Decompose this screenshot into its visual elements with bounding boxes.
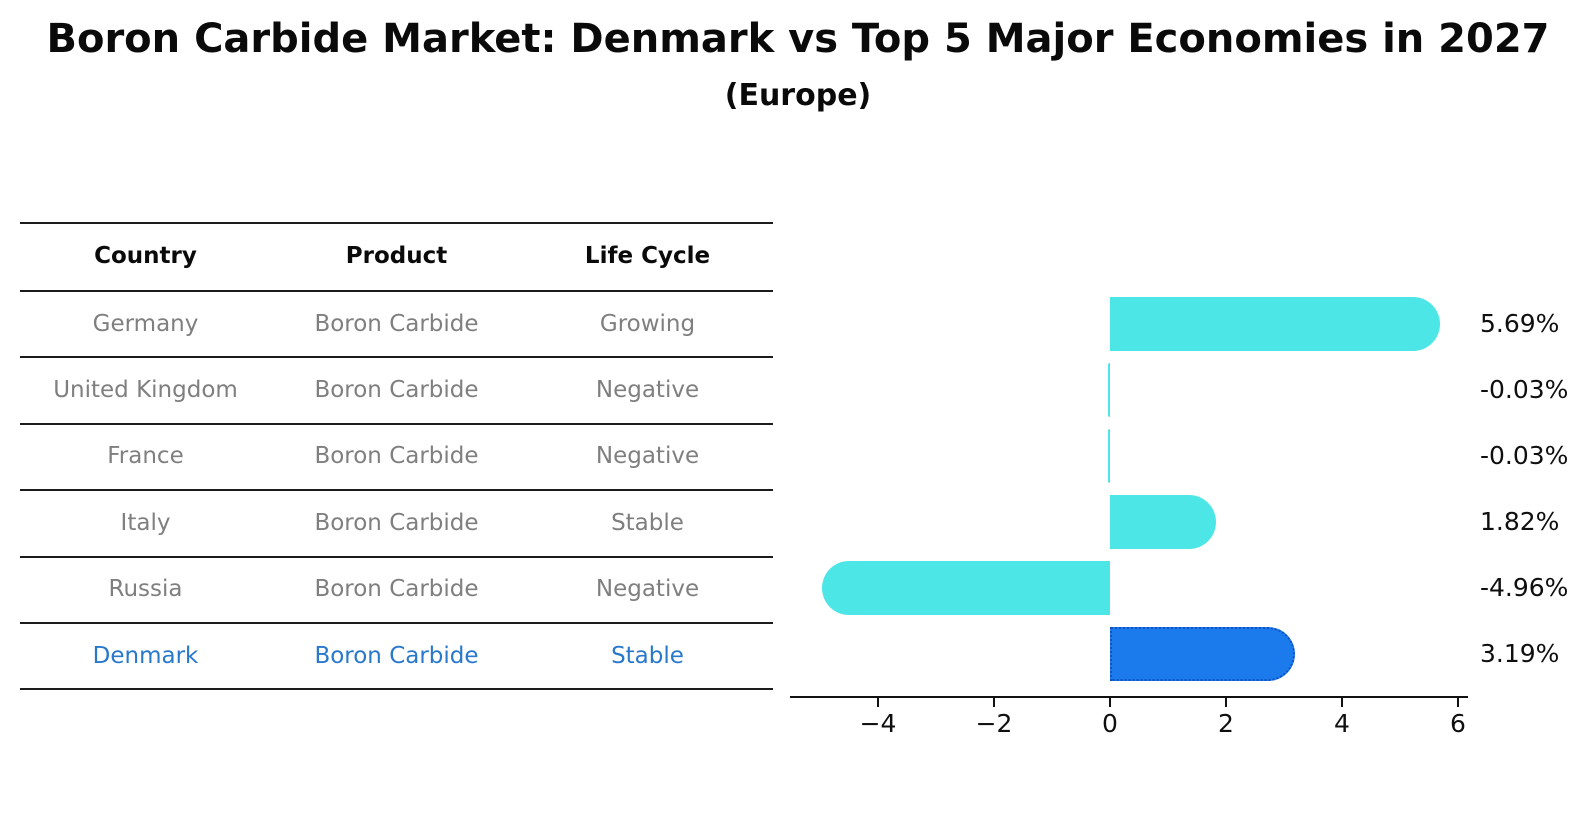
country-table: Country Product Life Cycle Germany Boron… xyxy=(20,222,773,691)
chart-subtitle: (Europe) xyxy=(724,78,872,113)
cell-country: Russia xyxy=(108,576,183,603)
bar-russia xyxy=(822,561,1110,615)
cell-product: Boron Carbide xyxy=(314,509,479,536)
x-tick-label: 2 xyxy=(1218,709,1234,738)
cell-country: United Kingdom xyxy=(53,376,238,403)
x-tick-mark xyxy=(1341,698,1343,707)
x-tick-label: −2 xyxy=(975,709,1013,738)
bar-france xyxy=(1108,429,1110,483)
x-tick-mark xyxy=(877,698,879,707)
col-header-country: Country xyxy=(94,243,197,270)
value-label-italy: 1.82% xyxy=(1480,507,1560,536)
x-tick-label: 6 xyxy=(1450,709,1466,738)
table-row-france: France Boron Carbide Negative xyxy=(20,425,773,492)
bar-italy xyxy=(1110,495,1216,549)
cell-lifecycle: Growing xyxy=(599,310,696,337)
x-tick-label: −4 xyxy=(859,709,897,738)
x-tick-mark xyxy=(993,698,995,707)
cell-country: Denmark xyxy=(92,642,199,669)
cell-product: Boron Carbide xyxy=(314,443,479,470)
value-label-denmark: 3.19% xyxy=(1480,639,1560,668)
x-axis-line xyxy=(790,696,1468,698)
cell-lifecycle: Stable xyxy=(611,642,684,669)
value-label-france: -0.03% xyxy=(1480,441,1569,470)
table-row-denmark: Denmark Boron Carbide Stable xyxy=(20,624,773,691)
cell-lifecycle: Negative xyxy=(595,443,700,470)
cell-product: Boron Carbide xyxy=(314,310,479,337)
cell-lifecycle: Negative xyxy=(595,376,700,403)
x-tick-label: 0 xyxy=(1102,709,1118,738)
table-row-germany: Germany Boron Carbide Growing xyxy=(20,292,773,359)
cell-product: Boron Carbide xyxy=(314,376,479,403)
cell-lifecycle: Negative xyxy=(595,576,700,603)
x-tick-label: 4 xyxy=(1334,709,1350,738)
col-header-product: Product xyxy=(345,243,448,270)
table-row-united-kingdom: United Kingdom Boron Carbide Negative xyxy=(20,358,773,425)
bar-denmark xyxy=(1110,627,1296,681)
x-tick-mark xyxy=(1109,698,1111,707)
cell-lifecycle: Stable xyxy=(611,509,684,536)
chart-title: Boron Carbide Market: Denmark vs Top 5 M… xyxy=(46,16,1550,62)
cell-country: Italy xyxy=(120,509,171,536)
bar-germany xyxy=(1110,297,1441,351)
table-row-italy: Italy Boron Carbide Stable xyxy=(20,491,773,558)
cell-product: Boron Carbide xyxy=(314,642,479,669)
col-header-lifecycle: Life Cycle xyxy=(584,243,711,270)
value-label-germany: 5.69% xyxy=(1480,309,1560,338)
x-tick-mark xyxy=(1457,698,1459,707)
bar-united-kingdom xyxy=(1108,363,1110,417)
cell-country: Germany xyxy=(92,310,199,337)
value-label-united-kingdom: -0.03% xyxy=(1480,375,1569,404)
table-header-row: Country Product Life Cycle xyxy=(20,224,773,292)
x-tick-mark xyxy=(1225,698,1227,707)
table-row-russia: Russia Boron Carbide Negative xyxy=(20,558,773,624)
cell-product: Boron Carbide xyxy=(314,576,479,603)
cell-country: France xyxy=(107,443,184,470)
value-label-russia: -4.96% xyxy=(1480,573,1569,602)
